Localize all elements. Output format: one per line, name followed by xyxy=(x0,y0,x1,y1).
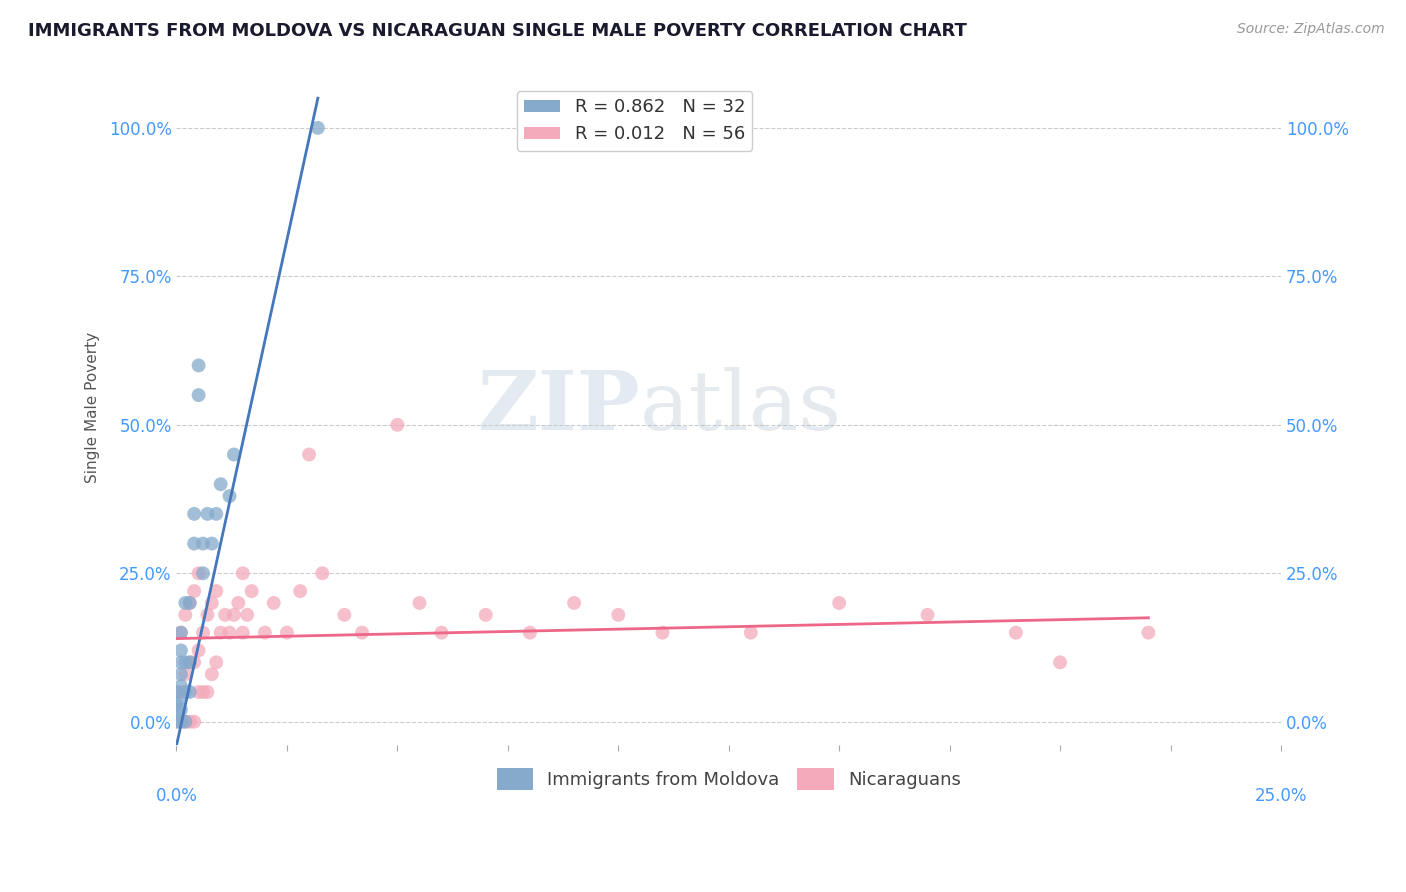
Point xyxy=(179,656,201,670)
Point xyxy=(174,667,197,681)
Point xyxy=(228,596,250,610)
Text: atlas: atlas xyxy=(640,367,842,447)
Point xyxy=(170,625,193,640)
Point xyxy=(276,625,298,640)
Point xyxy=(205,507,228,521)
Point xyxy=(562,596,585,610)
Point xyxy=(1137,625,1160,640)
Point xyxy=(430,625,453,640)
Text: IMMIGRANTS FROM MOLDOVA VS NICARAGUAN SINGLE MALE POVERTY CORRELATION CHART: IMMIGRANTS FROM MOLDOVA VS NICARAGUAN SI… xyxy=(28,22,967,40)
Point xyxy=(183,656,205,670)
Point xyxy=(187,359,209,373)
Point xyxy=(170,679,193,693)
Point xyxy=(205,656,228,670)
Point xyxy=(170,643,193,657)
Point xyxy=(187,566,209,581)
Text: 0.0%: 0.0% xyxy=(156,787,197,805)
Point xyxy=(474,607,496,622)
Text: ZIP: ZIP xyxy=(478,367,640,447)
Point xyxy=(197,685,219,699)
Point xyxy=(197,607,219,622)
Point xyxy=(197,507,219,521)
Text: 25.0%: 25.0% xyxy=(1254,787,1308,805)
Point xyxy=(236,607,259,622)
Point xyxy=(174,714,197,729)
Point xyxy=(607,607,630,622)
Legend: Immigrants from Moldova, Nicaraguans: Immigrants from Moldova, Nicaraguans xyxy=(489,761,969,797)
Point xyxy=(205,584,228,599)
Point xyxy=(232,566,254,581)
Point xyxy=(290,584,312,599)
Point xyxy=(307,120,329,135)
Point xyxy=(917,607,939,622)
Point xyxy=(187,388,209,402)
Point xyxy=(170,714,193,729)
Point xyxy=(179,596,201,610)
Point xyxy=(201,536,224,550)
Point xyxy=(333,607,356,622)
Point xyxy=(218,489,240,503)
Text: Source: ZipAtlas.com: Source: ZipAtlas.com xyxy=(1237,22,1385,37)
Point xyxy=(191,625,214,640)
Point xyxy=(408,596,430,610)
Point xyxy=(170,685,193,699)
Point xyxy=(350,625,373,640)
Point xyxy=(170,703,193,717)
Point xyxy=(201,596,224,610)
Point xyxy=(179,685,201,699)
Point xyxy=(209,625,232,640)
Point xyxy=(311,566,333,581)
Point xyxy=(170,667,193,681)
Point xyxy=(179,714,201,729)
Point xyxy=(166,697,188,711)
Point xyxy=(174,714,197,729)
Point xyxy=(209,477,232,491)
Point xyxy=(166,714,188,729)
Point xyxy=(170,656,193,670)
Point xyxy=(179,596,201,610)
Point xyxy=(191,685,214,699)
Point xyxy=(179,656,201,670)
Point xyxy=(166,703,188,717)
Point xyxy=(828,596,851,610)
Point xyxy=(166,685,188,699)
Point xyxy=(240,584,263,599)
Point xyxy=(174,685,197,699)
Point xyxy=(174,596,197,610)
Point xyxy=(214,607,236,622)
Point xyxy=(166,685,188,699)
Point xyxy=(222,448,245,462)
Point xyxy=(170,625,193,640)
Point xyxy=(263,596,285,610)
Point xyxy=(170,690,193,705)
Point xyxy=(191,566,214,581)
Point xyxy=(187,643,209,657)
Point xyxy=(170,714,193,729)
Point xyxy=(232,625,254,640)
Point xyxy=(183,584,205,599)
Point xyxy=(387,417,409,432)
Point xyxy=(1005,625,1028,640)
Point xyxy=(218,625,240,640)
Point xyxy=(183,714,205,729)
Point xyxy=(651,625,673,640)
Point xyxy=(174,656,197,670)
Point xyxy=(298,448,321,462)
Point xyxy=(191,536,214,550)
Y-axis label: Single Male Poverty: Single Male Poverty xyxy=(86,332,100,483)
Point xyxy=(519,625,541,640)
Point xyxy=(174,607,197,622)
Point xyxy=(201,667,224,681)
Point xyxy=(253,625,276,640)
Point xyxy=(222,607,245,622)
Point xyxy=(183,507,205,521)
Point xyxy=(1049,656,1071,670)
Point xyxy=(183,536,205,550)
Point xyxy=(187,685,209,699)
Point xyxy=(166,714,188,729)
Point xyxy=(740,625,762,640)
